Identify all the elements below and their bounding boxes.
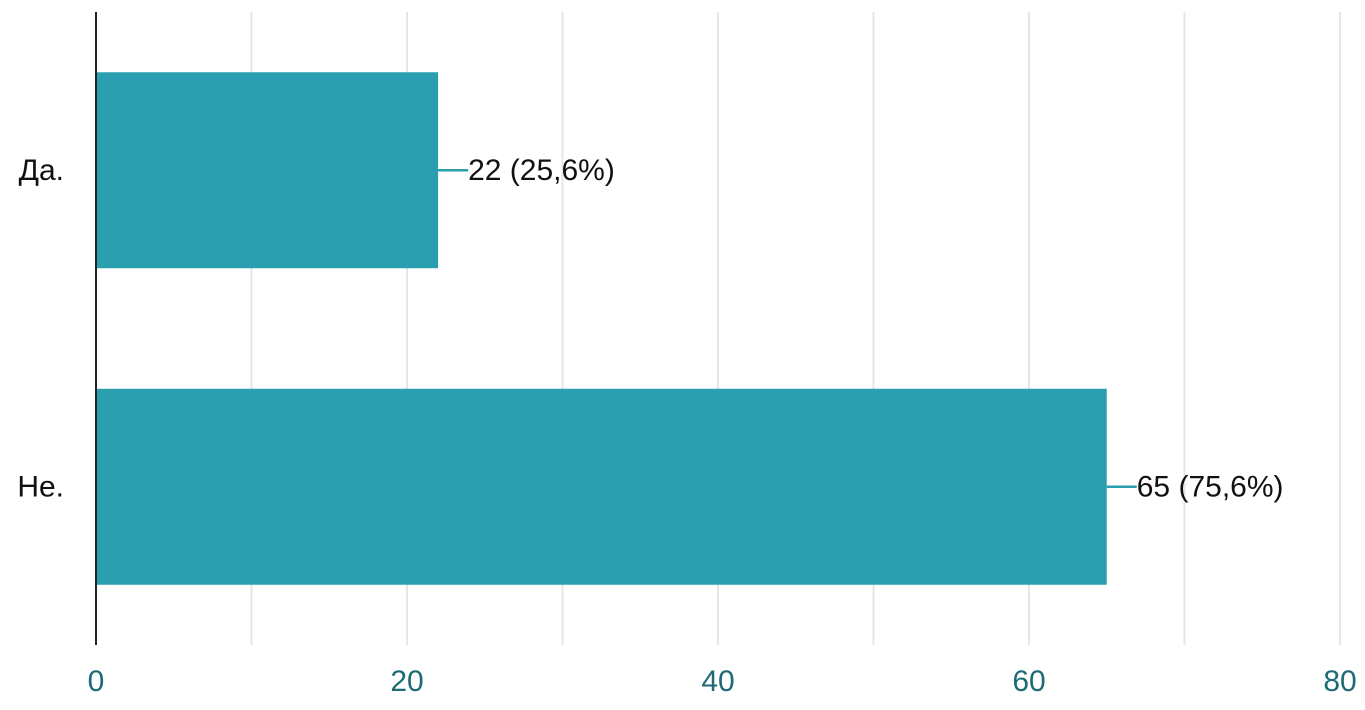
axis-layer: 0 20 40 60 80 <box>88 12 1357 698</box>
x-tick-label: 0 <box>88 665 105 698</box>
x-tick-label: 60 <box>1012 665 1045 698</box>
x-tick-label: 20 <box>390 665 423 698</box>
bar <box>96 388 1107 585</box>
label-layer: 22 (25,6%) Да. 65 (75,6%) Не. <box>17 154 1283 504</box>
x-tick-label: 80 <box>1323 665 1356 698</box>
category-label: Не. <box>17 470 64 503</box>
bar-layer <box>96 72 1107 585</box>
x-tick-label: 40 <box>701 665 734 698</box>
data-label: 22 (25,6%) <box>468 154 615 187</box>
data-label: 65 (75,6%) <box>1137 470 1284 503</box>
bar <box>96 72 439 269</box>
category-label: Да. <box>19 154 64 187</box>
